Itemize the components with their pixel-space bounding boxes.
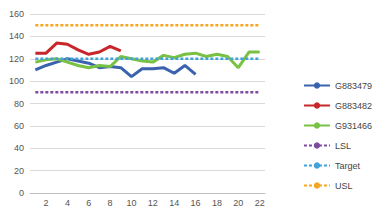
svg-text:100: 100 xyxy=(9,76,24,86)
svg-text:8: 8 xyxy=(108,198,113,208)
svg-text:10: 10 xyxy=(126,198,136,208)
svg-text:G883479: G883479 xyxy=(335,81,372,91)
svg-text:G883482: G883482 xyxy=(335,101,372,111)
svg-text:0: 0 xyxy=(19,188,24,198)
svg-text:20: 20 xyxy=(233,198,243,208)
svg-text:40: 40 xyxy=(14,143,24,153)
svg-text:4: 4 xyxy=(65,198,70,208)
svg-text:18: 18 xyxy=(212,198,222,208)
svg-text:12: 12 xyxy=(148,198,158,208)
svg-text:LSL: LSL xyxy=(335,141,351,151)
svg-text:USL: USL xyxy=(335,181,353,191)
svg-text:20: 20 xyxy=(14,166,24,176)
svg-text:60: 60 xyxy=(14,121,24,131)
svg-text:6: 6 xyxy=(86,198,91,208)
svg-text:16: 16 xyxy=(191,198,201,208)
svg-text:160: 160 xyxy=(9,9,24,19)
svg-text:2: 2 xyxy=(44,198,49,208)
svg-text:22: 22 xyxy=(255,198,265,208)
svg-text:140: 140 xyxy=(9,31,24,41)
svg-text:G931466: G931466 xyxy=(335,121,372,131)
svg-text:Target: Target xyxy=(335,161,361,171)
svg-text:120: 120 xyxy=(9,54,24,64)
svg-text:80: 80 xyxy=(14,99,24,109)
svg-text:14: 14 xyxy=(169,198,179,208)
